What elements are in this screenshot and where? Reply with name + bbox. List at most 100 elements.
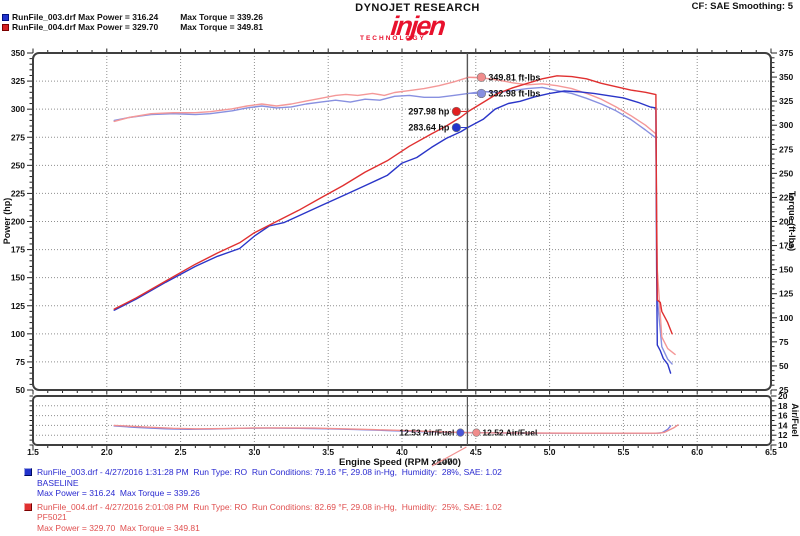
series-power_003: [113, 90, 672, 374]
af-marker-dot: [472, 428, 481, 437]
svg-text:2.5: 2.5: [175, 447, 187, 457]
run2-color-swatch: [2, 23, 9, 31]
brand-header: DYNOJET RESEARCH injen TECHNOLOGY: [330, 2, 505, 42]
af-marker-dot: [456, 428, 465, 437]
svg-text:16: 16: [778, 411, 788, 421]
series-torque_003: [113, 86, 673, 365]
injen-technology-label: TECHNOLOGY: [360, 35, 426, 42]
run1-details: RunFile_003.drf - 4/27/2016 1:31:28 PM R…: [24, 467, 502, 499]
run2-line3: Max Power = 329.70 Max Torque = 349.81: [37, 522, 200, 533]
run2-summary-power: RunFile_004.drf Max Power = 329.70: [12, 21, 159, 32]
cursor-rpm-readout: 4470: [436, 457, 457, 468]
svg-text:4.0: 4.0: [396, 447, 408, 457]
svg-text:12: 12: [778, 430, 788, 440]
svg-text:3.0: 3.0: [248, 447, 260, 457]
run2-line2: PF5021: [37, 512, 67, 522]
injen-logo: injen: [389, 11, 446, 41]
svg-text:6.0: 6.0: [691, 447, 703, 457]
run1-line2: BASELINE: [37, 477, 79, 488]
top-run-legend: RunFile_003.drf Max Power = 316.24 Max T…: [2, 12, 263, 33]
run2-details: RunFile_004.drf - 4/27/2016 2:01:08 PM R…: [24, 502, 502, 534]
marker-dot: [451, 122, 461, 133]
svg-text:150: 150: [11, 273, 25, 283]
run1-line1: RunFile_003.drf - 4/27/2016 1:31:28 PM R…: [37, 467, 502, 477]
run1-summary-power: RunFile_003.drf Max Power = 316.24: [12, 12, 159, 22]
svg-text:225: 225: [779, 192, 793, 202]
svg-text:175: 175: [11, 245, 25, 255]
svg-text:10: 10: [778, 440, 788, 450]
svg-text:3.5: 3.5: [322, 447, 334, 457]
svg-text:75: 75: [779, 337, 789, 347]
svg-text:375: 375: [779, 48, 793, 58]
series-af_004: [113, 424, 679, 434]
run1-file-icon: [24, 468, 32, 476]
run2-summary-torque: Max Torque = 349.81: [180, 21, 263, 32]
svg-text:14: 14: [778, 420, 788, 430]
run2-details-text: RunFile_004.drf - 4/27/2016 2:01:08 PM R…: [37, 502, 502, 534]
marker-dot: [476, 72, 486, 82]
run1-line3: Max Power = 316.24 Max Torque = 339.26: [37, 488, 200, 498]
marker-dot: [451, 106, 461, 117]
svg-text:150: 150: [779, 265, 793, 275]
correction-factor-label: CF: SAE Smoothing: 5: [691, 1, 793, 12]
af-plot-border: [32, 395, 772, 446]
af-marker-label: 12.53 Air/Fuel: [399, 428, 454, 438]
svg-text:5.5: 5.5: [617, 447, 629, 457]
svg-text:50: 50: [16, 385, 26, 395]
svg-text:200: 200: [779, 217, 793, 227]
svg-text:100: 100: [779, 313, 793, 323]
svg-text:325: 325: [779, 96, 793, 106]
dynojet-research-title: DYNOJET RESEARCH: [355, 2, 480, 14]
svg-text:250: 250: [779, 168, 793, 178]
legend-row-run1: RunFile_003.drf Max Power = 316.24 Max T…: [2, 12, 263, 23]
run-details-legend: RunFile_003.drf - 4/27/2016 1:31:28 PM R…: [24, 467, 502, 536]
svg-text:100: 100: [11, 329, 25, 339]
legend-row-run2: RunFile_004.drf Max Power = 329.70 Max T…: [2, 21, 263, 33]
x-axis-title: Engine Speed (RPM x1000): [339, 457, 461, 468]
svg-text:250: 250: [11, 160, 25, 170]
svg-text:350: 350: [11, 48, 25, 58]
af-axis-title: Air/Fuel: [790, 403, 800, 437]
svg-text:300: 300: [11, 104, 25, 114]
svg-text:225: 225: [11, 188, 25, 198]
svg-text:1.5: 1.5: [27, 447, 39, 457]
svg-text:20: 20: [778, 391, 788, 401]
af-marker-label: 12.52 Air/Fuel: [482, 428, 537, 438]
run1-color-swatch: [2, 14, 9, 22]
run2-file-icon: [24, 502, 32, 511]
svg-text:2.0: 2.0: [101, 447, 113, 457]
svg-text:200: 200: [11, 217, 25, 227]
series-power_004: [113, 75, 673, 335]
svg-text:6.5: 6.5: [765, 447, 777, 457]
svg-text:50: 50: [779, 361, 789, 371]
svg-text:125: 125: [11, 301, 25, 311]
marker-dot: [476, 88, 486, 99]
svg-text:5.0: 5.0: [544, 447, 556, 457]
svg-text:325: 325: [11, 76, 25, 86]
axis-tick-labels: 50 75 100 125 150 175 200 225 250 275 300 325 350 25 5…: [11, 48, 794, 457]
svg-text:175: 175: [779, 241, 793, 251]
svg-text:4.5: 4.5: [470, 447, 482, 457]
run1-details-text: RunFile_003.drf - 4/27/2016 1:31:28 PM R…: [37, 467, 502, 499]
svg-text:300: 300: [779, 120, 793, 130]
main-plot-border: [32, 52, 772, 391]
svg-text:75: 75: [16, 357, 26, 367]
power-axis-title: Power (hp): [2, 198, 12, 245]
run1-summary-torque: Max Torque = 339.26: [180, 12, 263, 22]
series-torque_004: [113, 76, 676, 356]
svg-text:18: 18: [778, 401, 788, 411]
svg-text:25: 25: [779, 385, 789, 395]
marker-label: 283.64 hp: [408, 123, 450, 133]
marker-label: 349.81 ft-lbs: [488, 72, 540, 82]
svg-text:275: 275: [779, 144, 793, 154]
torque-axis-title: Torque (ft-lbs): [787, 191, 797, 251]
gridlines: [33, 53, 771, 445]
svg-text:275: 275: [11, 132, 25, 142]
cursor-leader-line: [431, 446, 467, 467]
marker-label: 332.98 ft-lbs: [488, 88, 540, 98]
svg-text:350: 350: [779, 72, 793, 82]
marker-label: 297.98 hp: [408, 106, 450, 116]
svg-text:125: 125: [779, 289, 793, 299]
run2-line1: RunFile_004.drf - 4/27/2016 2:01:08 PM R…: [37, 501, 502, 512]
